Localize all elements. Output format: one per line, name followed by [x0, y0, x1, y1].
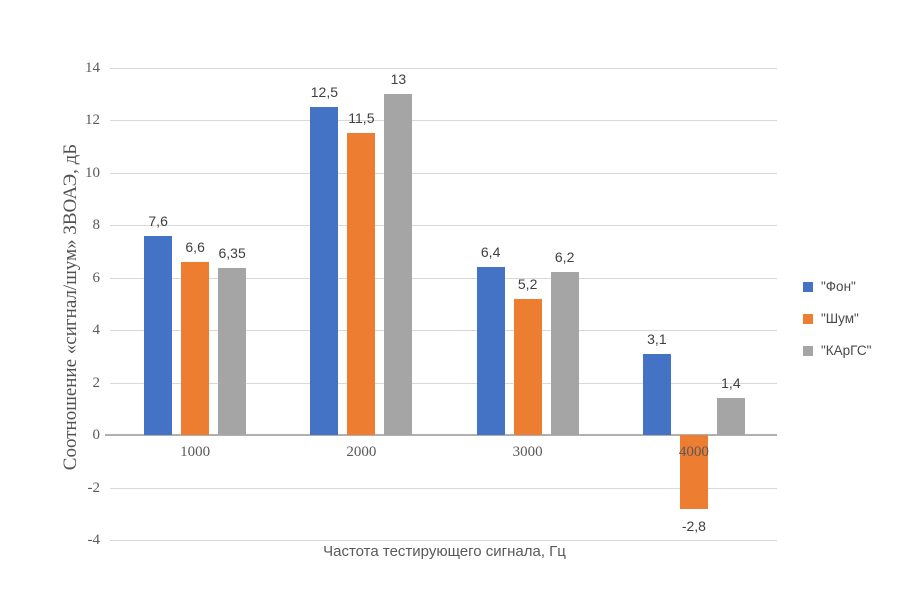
- x-category-label-4000: 4000: [678, 444, 709, 460]
- gridline-12: [110, 120, 777, 121]
- y-tick-label-0: 0: [92, 427, 101, 443]
- legend: "Фон" "Шум" "КАрГС": [803, 279, 871, 358]
- bar-fon-2000: [310, 106, 339, 435]
- y-tick-label-4: 4: [92, 322, 101, 338]
- bar-fon-3000: [476, 267, 505, 435]
- bar-value-label-fon-1000: 7,6: [148, 212, 168, 229]
- gridline-8: [110, 225, 777, 226]
- bar-value-label-fon-2000: 12,5: [310, 83, 338, 100]
- legend-item-kargs: "КАрГС": [803, 343, 871, 358]
- bar-value-label-shum-4000: -2,8: [681, 517, 706, 534]
- x-category-label-1000: 1000: [180, 444, 211, 460]
- x-category-label-3000: 3000: [512, 444, 543, 460]
- y-tick-label-8: 8: [92, 217, 101, 233]
- bar-fon-1000: [144, 235, 173, 435]
- bar-fon-4000: [642, 353, 671, 435]
- gridline--4: [110, 540, 777, 541]
- bar-value-label-kargs-3000: 6,2: [554, 249, 575, 266]
- bar-value-label-fon-3000: 6,4: [480, 244, 501, 260]
- y-tick-label-12: 12: [85, 112, 100, 128]
- legend-swatch-shum: [803, 313, 813, 324]
- bar-kargs-3000: [550, 272, 579, 435]
- bar-value-label-kargs-4000: 1,4: [721, 375, 741, 392]
- gridline--2: [110, 487, 777, 489]
- gridline-14: [110, 67, 777, 69]
- bar-value-label-kargs-2000: 13: [390, 70, 407, 87]
- legend-label-shum: "Шум": [821, 311, 859, 326]
- bar-value-label-shum-1000: 6,6: [185, 238, 205, 255]
- legend-label-fon: "Фон": [821, 279, 856, 294]
- bar-value-label-kargs-1000: 6,35: [218, 245, 246, 262]
- bar-shum-3000: [513, 298, 542, 435]
- y-tick-label-14: 14: [85, 59, 100, 76]
- bar-shum-2000: [347, 133, 376, 435]
- legend-item-shum: "Шум": [803, 311, 871, 326]
- bar-value-label-fon-4000: 3,1: [647, 330, 667, 347]
- bar-kargs-2000: [384, 93, 413, 435]
- bar-value-label-shum-2000: 11,5: [348, 110, 375, 127]
- bar-kargs-1000: [218, 268, 247, 435]
- y-axis-title: Соотношение «сигнал/шум» ЗВОАЭ, дБ: [60, 143, 81, 471]
- y-tick-label--2: -2: [87, 479, 101, 496]
- bar-kargs-4000: [716, 398, 745, 435]
- legend-swatch-fon: [803, 281, 813, 292]
- bar-value-label-shum-3000: 5,2: [517, 275, 538, 292]
- gridline-6: [110, 277, 777, 279]
- legend-swatch-kargs: [803, 345, 813, 356]
- x-category-label-2000: 2000: [346, 444, 377, 460]
- legend-item-fon: "Фон": [803, 279, 871, 294]
- y-tick-label-10: 10: [85, 164, 100, 181]
- x-axis-zero-line: [105, 434, 777, 436]
- gridline-2: [110, 382, 777, 384]
- legend-label-kargs: "КАрГС": [821, 343, 872, 358]
- bar-shum-1000: [181, 261, 210, 435]
- y-tick-label-2: 2: [92, 374, 101, 391]
- gridline-10: [110, 172, 777, 174]
- y-tick-label-6: 6: [92, 269, 101, 286]
- y-tick-label--4: -4: [87, 532, 101, 548]
- gridline-4: [110, 330, 777, 331]
- x-axis-title: Частота тестирующего сигнала, Гц: [323, 543, 566, 560]
- bar-shum-4000: [679, 435, 708, 509]
